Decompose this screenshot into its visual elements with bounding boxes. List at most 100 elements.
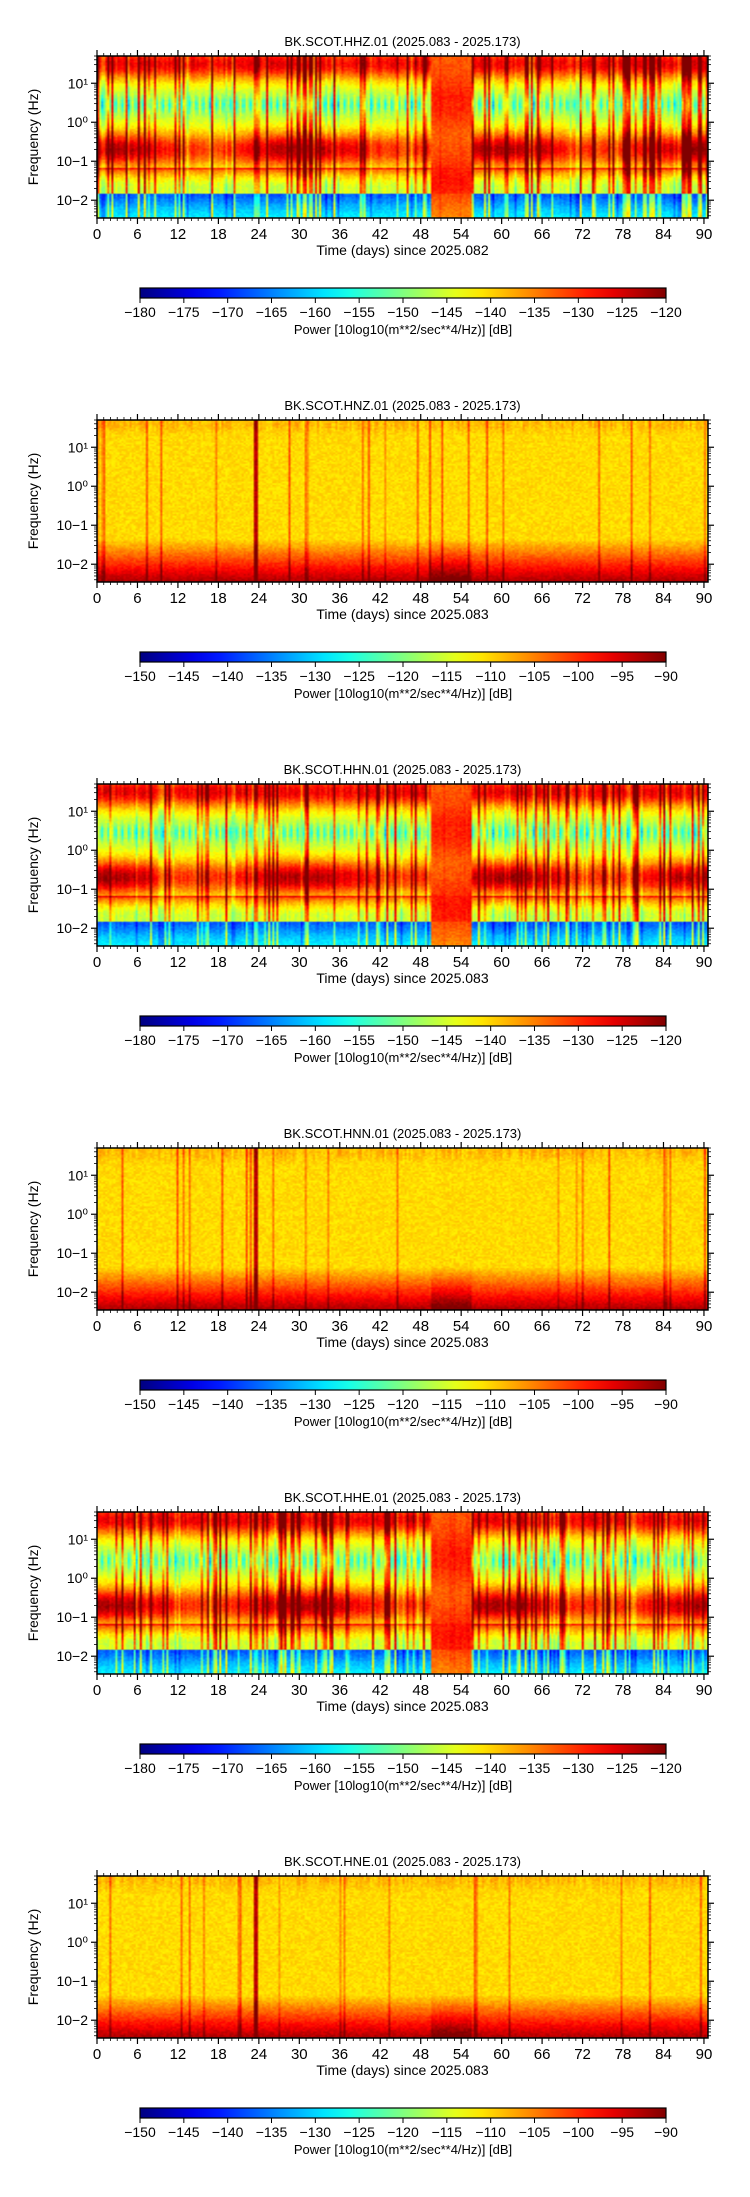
colorbar-tick-label: −110 (475, 668, 506, 684)
colorbar-label: Power [10log10(m**2/sec**4/Hz)] [dB] (294, 1414, 512, 1429)
spectrogram-image (97, 1876, 708, 2038)
plot-frame (96, 55, 709, 219)
colorbar-tick-label: −160 (300, 304, 332, 320)
x-tick-label: 78 (615, 226, 632, 243)
colorbar-tick-label: −175 (168, 1032, 200, 1048)
x-tick-label: 30 (291, 954, 308, 971)
x-tick-label: 6 (133, 2046, 141, 2063)
y-tick-label: 10−2 (56, 192, 88, 208)
colorbar-tick-label: −135 (519, 1760, 551, 1776)
x-tick-label: 48 (412, 226, 429, 243)
colorbar-tick-label: −150 (124, 1396, 156, 1412)
x-tick-label: 90 (696, 226, 713, 243)
x-tick-label: 48 (412, 1682, 429, 1699)
x-tick-label: 36 (331, 226, 348, 243)
x-tick-label: 0 (93, 226, 101, 243)
spectrogram-panel: BK.SCOT.HNN.01 (2025.083 - 2025.173) 0 6 12… (25, 1126, 714, 1429)
x-tick-label: 30 (291, 590, 308, 607)
x-tick-label: 24 (251, 2046, 268, 2063)
colorbar-tick-label: −120 (650, 1032, 682, 1048)
x-axis-label: Time (days) since 2025.083 (316, 2062, 488, 2078)
chart-title: BK.SCOT.HNN.01 (2025.083 - 2025.173) (284, 1126, 522, 1141)
spectrogram-image (97, 420, 708, 582)
x-tick-label: 42 (372, 954, 389, 971)
x-tick-label: 72 (574, 590, 591, 607)
x-tick-label: 66 (534, 590, 551, 607)
y-tick-label: 10¹ (68, 1895, 89, 1911)
x-tick-label: 30 (291, 1318, 308, 1335)
x-tick-label: 0 (93, 1682, 101, 1699)
colorbar-label: Power [10log10(m**2/sec**4/Hz)] [dB] (294, 322, 512, 337)
colorbar-tick-label: −90 (654, 668, 678, 684)
x-tick-label: 30 (291, 2046, 308, 2063)
x-tick-label: 6 (133, 1318, 141, 1335)
colorbar-tick-label: −130 (563, 1032, 595, 1048)
colorbar-tick-label: −160 (300, 1760, 332, 1776)
colorbar-tick-label: −115 (432, 1396, 463, 1412)
y-tick-label: 10⁰ (67, 1570, 89, 1586)
colorbar-tick-label: −175 (168, 304, 200, 320)
colorbar-tick-label: −180 (124, 1032, 156, 1048)
x-tick-label: 42 (372, 226, 389, 243)
y-tick-label: 10⁰ (67, 842, 89, 858)
x-tick-label: 12 (170, 1682, 187, 1699)
chart-title: BK.SCOT.HHZ.01 (2025.083 - 2025.173) (284, 34, 520, 49)
x-tick-label: 24 (251, 590, 268, 607)
x-tick-label: 54 (453, 1318, 470, 1335)
x-tick-label: 24 (251, 226, 268, 243)
x-tick-label: 60 (493, 1318, 510, 1335)
x-tick-label: 42 (372, 2046, 389, 2063)
colorbar-tick-label: −150 (387, 1760, 419, 1776)
colorbar-tick-label: −135 (256, 668, 288, 684)
colorbar-tick-label: −130 (563, 1760, 595, 1776)
x-tick-label: 36 (331, 954, 348, 971)
colorbar-tick-label: −100 (563, 668, 595, 684)
colorbar-tick-label: −140 (212, 1396, 244, 1412)
colorbar-tick-label: −125 (343, 1396, 375, 1412)
colorbar (139, 1015, 667, 1027)
colorbar-tick-label: −120 (650, 304, 682, 320)
chart-title: BK.SCOT.HNZ.01 (2025.083 - 2025.173) (284, 398, 520, 413)
colorbar-tick-label: −115 (432, 2124, 463, 2140)
colorbar-tick-label: −135 (519, 304, 551, 320)
colorbar-tick-label: −95 (610, 1396, 634, 1412)
spectrogram-image (97, 784, 708, 946)
colorbar-tick-label: −120 (387, 2124, 419, 2140)
x-tick-label: 78 (615, 954, 632, 971)
colorbar-tick-label: −135 (519, 1032, 551, 1048)
colorbar-tick-label: −95 (610, 668, 634, 684)
spectrogram-image (97, 1148, 708, 1310)
colorbar-tick-label: −125 (606, 1760, 638, 1776)
y-axis-label: Frequency (Hz) (25, 1181, 41, 1277)
x-tick-label: 78 (615, 590, 632, 607)
colorbar-tick-label: −150 (124, 2124, 156, 2140)
colorbar-tick-label: −125 (606, 1032, 638, 1048)
colorbar-tick-label: −135 (256, 1396, 288, 1412)
y-axis-label: Frequency (Hz) (25, 817, 41, 913)
colorbar-tick-label: −120 (387, 668, 419, 684)
x-tick-label: 84 (655, 1682, 672, 1699)
x-tick-label: 90 (696, 1682, 713, 1699)
plot-frame (96, 419, 709, 583)
x-tick-label: 60 (493, 2046, 510, 2063)
y-tick-label: 10−2 (56, 920, 88, 936)
x-tick-label: 60 (493, 226, 510, 243)
x-axis-label: Time (days) since 2025.083 (316, 1334, 488, 1350)
colorbar-tick-label: −155 (343, 1760, 375, 1776)
x-tick-label: 60 (493, 954, 510, 971)
colorbar-tick-label: −130 (300, 668, 332, 684)
x-tick-label: 72 (574, 954, 591, 971)
x-tick-label: 54 (453, 1682, 470, 1699)
y-tick-label: 10−1 (56, 1973, 88, 1989)
x-tick-label: 90 (696, 1318, 713, 1335)
colorbar-tick-label: −140 (212, 2124, 244, 2140)
plot-frame (96, 783, 709, 947)
x-tick-label: 90 (696, 2046, 713, 2063)
x-tick-label: 6 (133, 226, 141, 243)
x-tick-label: 12 (170, 1318, 187, 1335)
x-tick-label: 0 (93, 590, 101, 607)
y-tick-label: 10−1 (56, 881, 88, 897)
colorbar-tick-label: −130 (563, 304, 595, 320)
x-tick-label: 6 (133, 590, 141, 607)
x-tick-label: 42 (372, 1682, 389, 1699)
